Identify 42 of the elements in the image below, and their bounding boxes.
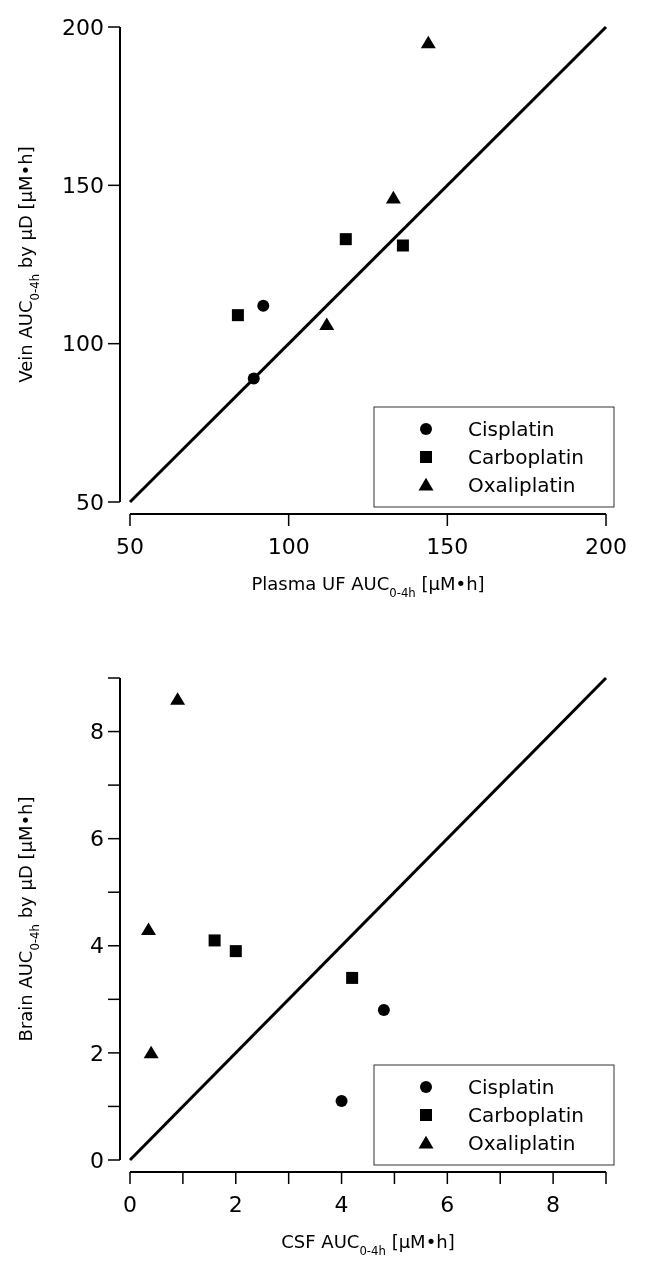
- x-tick-label: 4: [334, 1192, 349, 1217]
- legend-label: Oxaliplatin: [468, 473, 576, 497]
- y-tick-label: 0: [90, 1147, 104, 1173]
- point: [339, 233, 352, 246]
- point: [231, 309, 244, 322]
- x-tick-label: 0: [123, 1192, 137, 1217]
- point: [170, 692, 186, 705]
- x-tick-label: 200: [585, 534, 627, 559]
- y-tick-label: 6: [90, 826, 104, 852]
- legend-label: Carboplatin: [468, 445, 584, 469]
- y-tick-label: 100: [62, 331, 104, 357]
- x-tick-label: 8: [546, 1192, 561, 1217]
- point: [141, 922, 157, 936]
- y-tick-label: 2: [90, 1040, 104, 1066]
- y-tick-label: 8: [90, 719, 104, 745]
- point: [257, 299, 270, 312]
- legend-label: Cisplatin: [468, 1075, 555, 1099]
- point: [385, 190, 401, 204]
- point: [143, 1045, 159, 1059]
- x-tick-label: 2: [228, 1192, 243, 1217]
- y-tick-label: 4: [90, 933, 104, 959]
- legend-label: Oxaliplatin: [468, 1131, 576, 1155]
- x-axis-title: CSF AUC$_{0-4h}$ [μM•h]: [281, 1231, 455, 1258]
- x-tick-label: 6: [440, 1192, 455, 1217]
- point: [335, 1095, 348, 1108]
- x-tick-label: 100: [267, 534, 310, 559]
- x-tick-label: 150: [426, 534, 469, 559]
- point: [420, 35, 436, 49]
- point: [377, 1004, 390, 1017]
- legend-label: Carboplatin: [468, 1103, 584, 1127]
- x-tick-label: 50: [116, 534, 144, 559]
- y-tick-label: 50: [76, 489, 104, 515]
- y-tick-label: 200: [62, 14, 104, 40]
- x-axis-title: Plasma UF AUC$_{0-4h}$ [μM•h]: [251, 573, 485, 600]
- point: [247, 372, 260, 385]
- point: [396, 239, 409, 252]
- y-tick-label: 150: [62, 173, 104, 199]
- point: [319, 317, 335, 331]
- point: [208, 934, 221, 947]
- point: [346, 971, 359, 984]
- point: [229, 945, 242, 958]
- legend-label: Cisplatin: [468, 417, 555, 441]
